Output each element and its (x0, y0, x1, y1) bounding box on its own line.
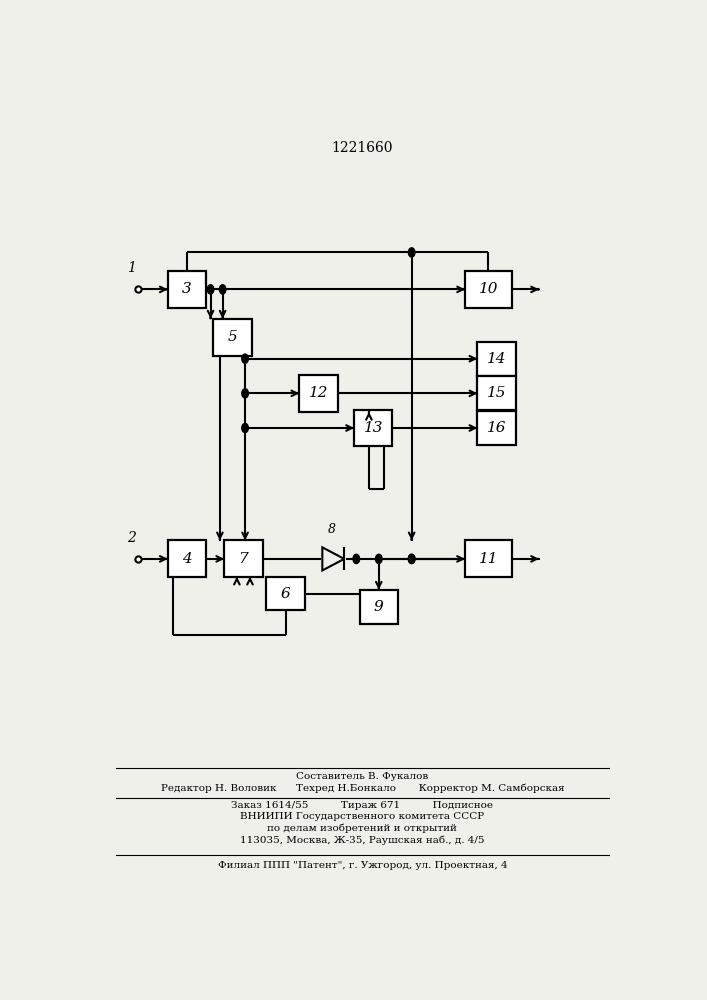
Bar (465, 540, 512, 577)
Text: 9: 9 (374, 600, 384, 614)
Text: 113035, Москва, Ж-35, Раушская наб., д. 4/5: 113035, Москва, Ж-35, Раушская наб., д. … (240, 835, 484, 845)
Circle shape (242, 389, 248, 398)
Bar (477, 411, 516, 445)
Bar (267, 577, 305, 610)
Circle shape (353, 554, 360, 564)
Text: 2: 2 (127, 531, 136, 545)
Circle shape (409, 554, 415, 564)
Text: 15: 15 (487, 386, 506, 400)
Text: 10: 10 (479, 282, 498, 296)
Text: 7: 7 (238, 552, 248, 566)
Text: Составитель В. Фукалов: Составитель В. Фукалов (296, 772, 428, 781)
Bar (214, 319, 252, 356)
Circle shape (207, 285, 214, 294)
Text: 3: 3 (182, 282, 192, 296)
Circle shape (409, 248, 415, 257)
Bar (477, 376, 516, 410)
Circle shape (409, 554, 415, 564)
Text: по делам изобретений и открытий: по делам изобретений и открытий (267, 824, 457, 833)
Text: ВНИИПИ Государственного комитета СССР: ВНИИПИ Государственного комитета СССР (240, 812, 484, 821)
Text: 4: 4 (182, 552, 192, 566)
Text: 1221660: 1221660 (332, 141, 393, 155)
Text: 6: 6 (281, 587, 291, 601)
Text: 11: 11 (479, 552, 498, 566)
Text: 5: 5 (228, 330, 238, 344)
Circle shape (242, 423, 248, 433)
Circle shape (242, 354, 248, 363)
Text: 12: 12 (309, 386, 328, 400)
Text: Филиал ППП "Патент", г. Ужгород, ул. Проектная, 4: Филиал ППП "Патент", г. Ужгород, ул. Про… (218, 861, 507, 870)
Circle shape (219, 285, 226, 294)
Text: 8: 8 (328, 523, 337, 536)
Bar (299, 375, 338, 412)
Circle shape (375, 554, 382, 564)
Bar (477, 342, 516, 376)
Bar (168, 540, 206, 577)
Text: 14: 14 (487, 352, 506, 366)
Text: Редактор Н. Воловик      Техред Н.Бонкало       Корректор М. Самборская: Редактор Н. Воловик Техред Н.Бонкало Кор… (160, 784, 564, 793)
Bar (465, 271, 512, 308)
Text: 1: 1 (127, 261, 136, 275)
Text: 13: 13 (363, 421, 383, 435)
Bar (360, 590, 398, 624)
Bar (224, 540, 262, 577)
Bar (354, 410, 392, 446)
Bar (168, 271, 206, 308)
Text: Заказ 1614/55          Тираж 671          Подписное: Заказ 1614/55 Тираж 671 Подписное (231, 801, 493, 810)
Text: 16: 16 (487, 421, 506, 435)
